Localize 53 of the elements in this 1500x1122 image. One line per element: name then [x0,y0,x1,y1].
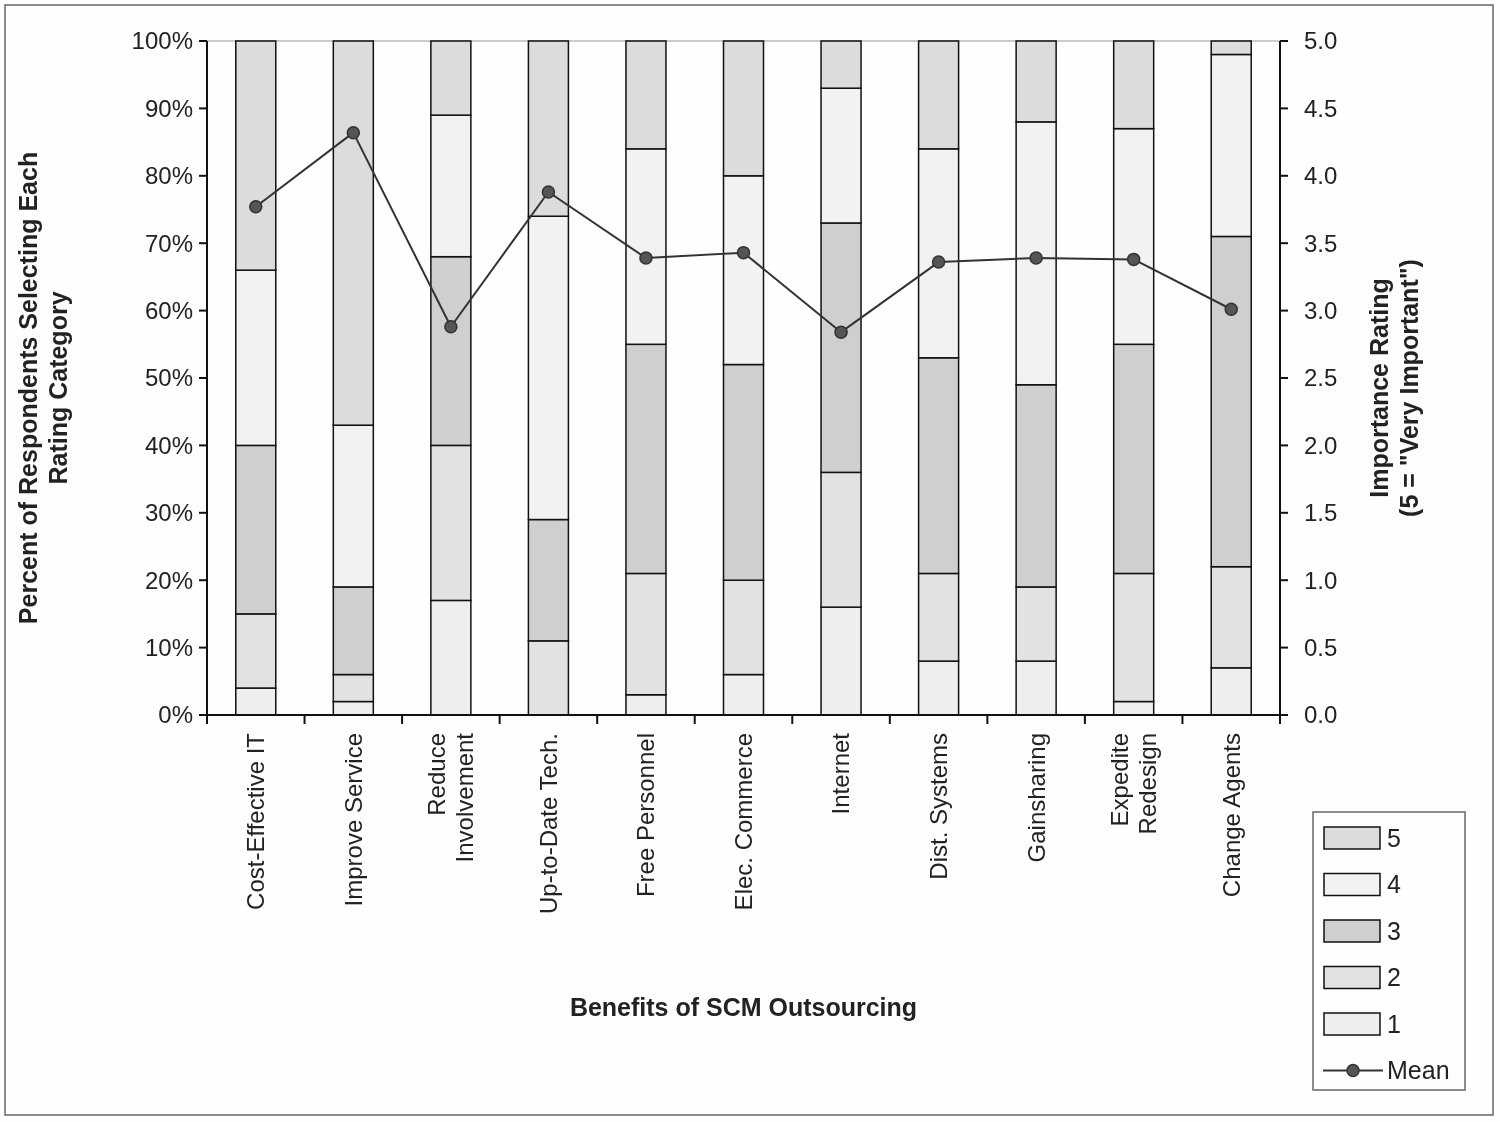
x-axis-title: Benefits of SCM Outsourcing [569,993,918,1021]
y2-tick-label: 2.0 [1304,431,1338,459]
legend-label: 4 [1387,870,1401,899]
y-tick-label: 10% [144,634,193,661]
x-tick-label: Change Agents [1217,733,1245,898]
legend-label: 3 [1387,916,1401,945]
x-tick-label: Cost-Effective IT [242,732,270,910]
y-tick-label: 30% [144,499,193,527]
y-tick-label: 80% [144,162,193,190]
y-axis-title: Percent of Respondents Selecting Each Rating Category [14,151,72,625]
y2-tick-label: 3.5 [1304,229,1338,257]
x-tick-label: Expedite Redesign [1106,733,1162,835]
point [1224,302,1238,316]
y2-tick-label: 0.0 [1304,701,1338,729]
point [444,320,458,334]
y-tick-label: 20% [144,566,193,594]
y-tick-label: 0% [158,701,193,729]
x-tick-label: Up-to-Date Tech. [534,733,562,914]
y2-tick-label: 1.0 [1304,566,1338,594]
x-tick-label: Improve Service [339,733,367,907]
y2-tick-label: 1.5 [1304,499,1338,527]
y2-tick-label: 2.5 [1304,364,1338,392]
x-tick-label: Elec. Commerce [729,733,757,911]
x-tick-label: Internet [827,732,855,815]
point [639,251,653,265]
point [834,325,848,339]
legend-label: 2 [1387,963,1401,992]
y2-tick-label: 3.0 [1304,297,1338,324]
point [1126,252,1141,267]
x-tick-label: Free Personnel [632,733,660,898]
y2-tick-label: 4.0 [1304,162,1338,190]
y2-tick-label: 4.5 [1304,94,1338,122]
y-tick-label: 60% [144,297,193,324]
point [931,255,946,269]
legend-label: Mean [1387,1056,1450,1085]
y2-tick-label: 0.5 [1304,634,1338,661]
point [541,185,556,199]
x-tick-label: Gainsharing [1022,733,1050,863]
y-tick-label: 50% [144,364,193,392]
y-tick-label: 90% [144,94,193,122]
y2-axis-title: Importance Rating (5 = "Very Important") [1365,259,1423,517]
legend-label: 5 [1387,823,1401,852]
point [736,245,751,260]
y2-tick-label: 5.0 [1304,27,1338,55]
y-tick-label: 40% [144,431,193,459]
y-tick-label: 70% [144,229,193,257]
point [1029,251,1043,265]
x-tick-label: Dist. Systems [924,733,952,880]
x-tick-label: Reduce Involvement [423,732,479,863]
y-tick-label: 100% [131,27,193,55]
point [249,200,263,214]
legend-label: 1 [1387,1009,1401,1038]
point [346,125,361,140]
